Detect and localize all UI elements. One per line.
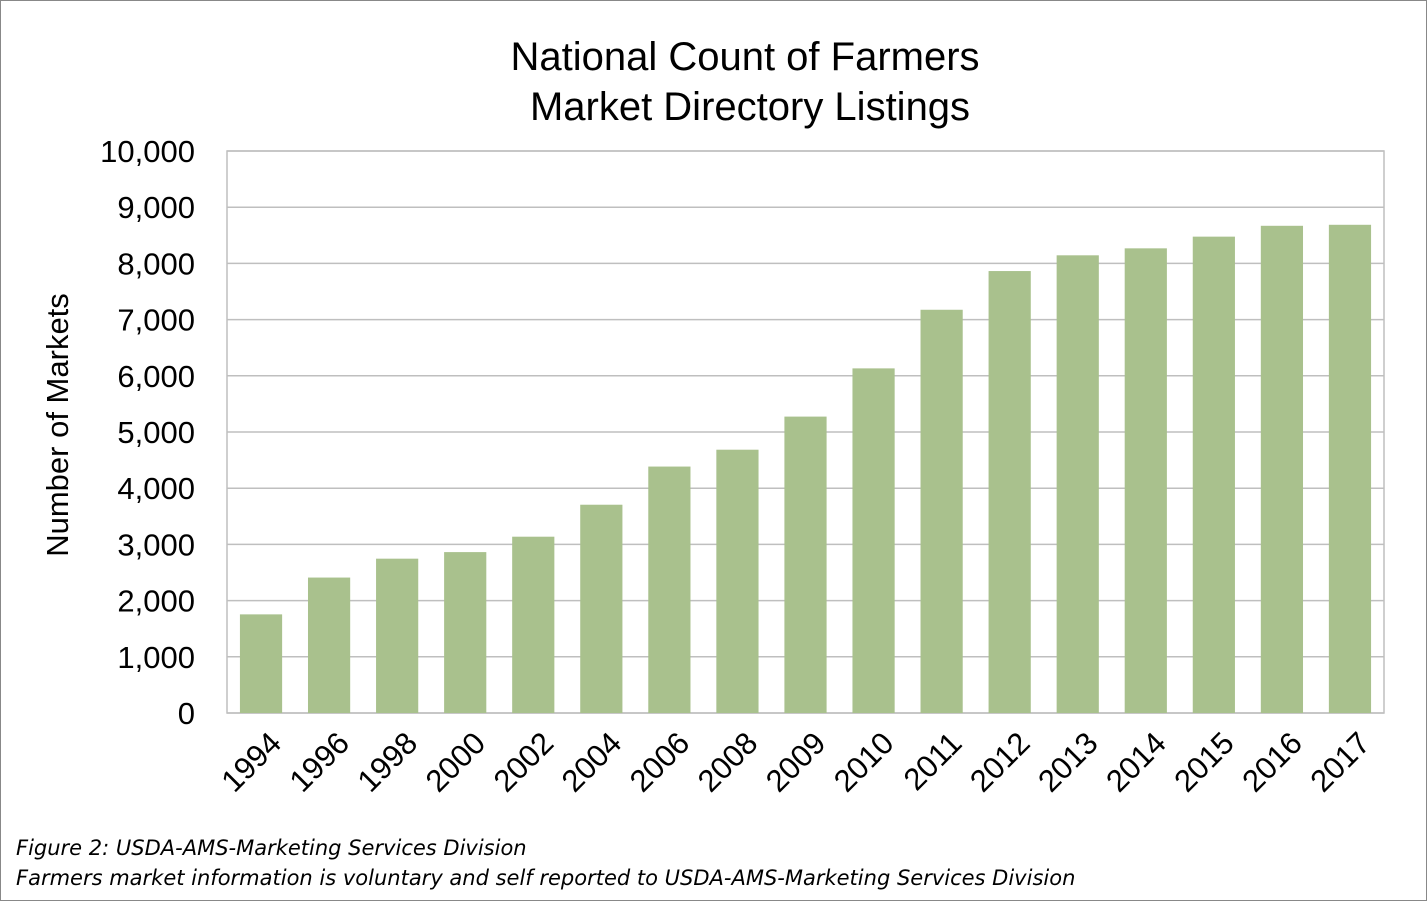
bar xyxy=(1260,225,1304,714)
chart-title: National Count of Farmers xyxy=(510,35,979,79)
y-tick-label: 8,000 xyxy=(117,246,195,281)
bar xyxy=(1124,248,1167,714)
footnote: Figure 2: USDA-AMS-Marketing Services Di… xyxy=(16,836,527,860)
bar xyxy=(444,552,487,713)
bar xyxy=(716,449,759,713)
y-tick-label: 7,000 xyxy=(117,303,195,338)
bar xyxy=(784,416,827,713)
y-tick-label: 1,000 xyxy=(117,640,195,675)
y-tick-label: 6,000 xyxy=(117,359,195,394)
bar xyxy=(307,577,351,713)
y-tick-label: 3,000 xyxy=(117,527,195,562)
bar xyxy=(920,309,963,713)
y-tick-label: 2,000 xyxy=(117,584,195,619)
bar xyxy=(580,504,623,713)
bar xyxy=(239,614,283,713)
chart-title: Market Directory Listings xyxy=(530,85,970,129)
bar xyxy=(512,536,555,713)
bar xyxy=(1192,236,1235,713)
bar xyxy=(648,466,691,713)
y-tick-label: 10,000 xyxy=(100,134,195,169)
bar xyxy=(852,368,895,713)
y-tick-label: 4,000 xyxy=(117,471,195,506)
y-tick-label: 5,000 xyxy=(117,415,195,450)
bar xyxy=(376,558,419,713)
y-tick-label: 9,000 xyxy=(117,190,195,225)
footnote: Farmers market information is voluntary … xyxy=(16,866,1075,890)
y-axis-label: Number of Markets xyxy=(40,293,75,557)
bar xyxy=(988,271,1031,713)
bar xyxy=(1056,255,1099,714)
y-tick-label: 0 xyxy=(178,696,195,731)
bar xyxy=(1328,224,1372,714)
